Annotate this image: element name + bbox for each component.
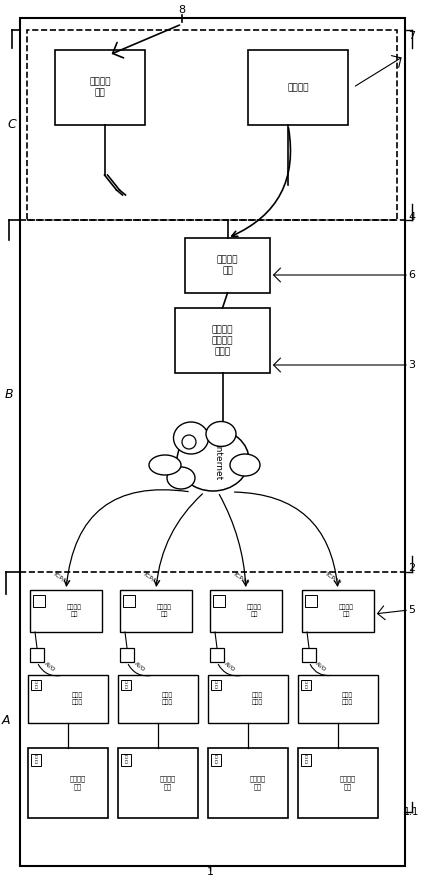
Text: 远程监控
模块: 远程监控 模块 [217, 255, 238, 276]
Text: 7: 7 [409, 31, 415, 41]
Bar [118, 748, 198, 818]
Text: 5: 5 [409, 605, 415, 615]
Text: AI/O: AI/O [43, 660, 56, 673]
Text: 3: 3 [409, 360, 415, 370]
Text: 传
感: 传 感 [305, 681, 308, 690]
Text: 8: 8 [179, 5, 186, 15]
Bar [302, 590, 374, 632]
Text: AI/O: AI/O [314, 660, 327, 673]
Text: 暖通空调
设备: 暖通空调 设备 [159, 775, 176, 790]
Text: 传
感: 传 感 [215, 681, 217, 690]
Text: 暖通空调
设备: 暖通空调 设备 [70, 775, 85, 790]
Text: C: C [8, 118, 16, 132]
Text: B: B [5, 388, 13, 401]
Ellipse shape [173, 422, 209, 454]
Text: 采集控制
模块: 采集控制 模块 [339, 605, 354, 617]
Text: 传
感: 传 感 [125, 681, 127, 690]
Bar [28, 675, 108, 723]
Text: 6: 6 [409, 270, 415, 280]
Bar [30, 648, 44, 662]
Bar [248, 50, 348, 125]
Text: 暖通空调
设备: 暖通空调 设备 [250, 775, 266, 790]
Text: 传感器
采集器: 传感器 采集器 [162, 693, 173, 705]
Bar [27, 30, 397, 220]
Text: 传
感: 传 感 [35, 681, 37, 690]
Bar [120, 590, 192, 632]
Text: 暖通空调
设备: 暖通空调 设备 [340, 775, 356, 790]
Bar [175, 308, 270, 373]
Bar [121, 680, 131, 690]
Bar [123, 595, 135, 607]
Text: AI/O: AI/O [223, 660, 236, 673]
Bar [305, 595, 317, 607]
Text: 传感器
采集器: 传感器 采集器 [72, 693, 83, 705]
Bar [120, 648, 134, 662]
Text: 传
感: 传 感 [35, 756, 37, 765]
Text: 传感器
采集器: 传感器 采集器 [252, 693, 263, 705]
Bar [30, 590, 102, 632]
Text: TCP/IP: TCP/IP [324, 571, 342, 585]
Bar [33, 595, 45, 607]
Text: 传
感: 传 感 [125, 756, 127, 765]
Bar [118, 675, 198, 723]
Text: TCP/IP: TCP/IP [232, 571, 250, 585]
Text: 监控平台: 监控平台 [287, 83, 309, 92]
Text: 采集控制
模块: 采集控制 模块 [67, 605, 82, 617]
Bar [211, 680, 221, 690]
Bar [210, 590, 282, 632]
Bar [31, 754, 41, 766]
Text: TCP/IP: TCP/IP [52, 571, 70, 585]
Bar [208, 748, 288, 818]
Bar [302, 648, 316, 662]
Ellipse shape [206, 422, 236, 446]
Bar [55, 50, 145, 125]
Text: 1: 1 [206, 867, 214, 877]
Text: Internet: Internet [214, 444, 222, 480]
Bar [298, 675, 378, 723]
Text: 传感器
采集器: 传感器 采集器 [342, 693, 353, 705]
Ellipse shape [230, 454, 260, 476]
Ellipse shape [177, 429, 249, 491]
Text: 1.1: 1.1 [404, 807, 420, 817]
Bar [298, 748, 378, 818]
Bar [31, 680, 41, 690]
Text: 采集控制
模块: 采集控制 模块 [157, 605, 172, 617]
Bar [208, 675, 288, 723]
Ellipse shape [149, 455, 181, 475]
Bar [301, 754, 311, 766]
Text: AI/O: AI/O [133, 660, 146, 673]
Bar [185, 238, 270, 293]
Text: 2: 2 [409, 563, 415, 573]
Bar [211, 754, 221, 766]
Bar [28, 748, 108, 818]
Ellipse shape [182, 435, 196, 449]
Text: A: A [2, 713, 10, 727]
Text: 数据采集
模块: 数据采集 模块 [89, 78, 111, 97]
Text: 传
感: 传 感 [215, 756, 217, 765]
Text: 智能楼宇
管理系统
服务端: 智能楼宇 管理系统 服务端 [212, 325, 233, 356]
Ellipse shape [167, 467, 195, 489]
Bar [121, 754, 131, 766]
Text: 4: 4 [409, 212, 415, 222]
Bar [213, 595, 225, 607]
Text: TCP/IP: TCP/IP [142, 571, 160, 585]
Bar [210, 648, 224, 662]
Bar [301, 680, 311, 690]
Text: 采集控制
模块: 采集控制 模块 [247, 605, 262, 617]
Text: 传
感: 传 感 [305, 756, 308, 765]
